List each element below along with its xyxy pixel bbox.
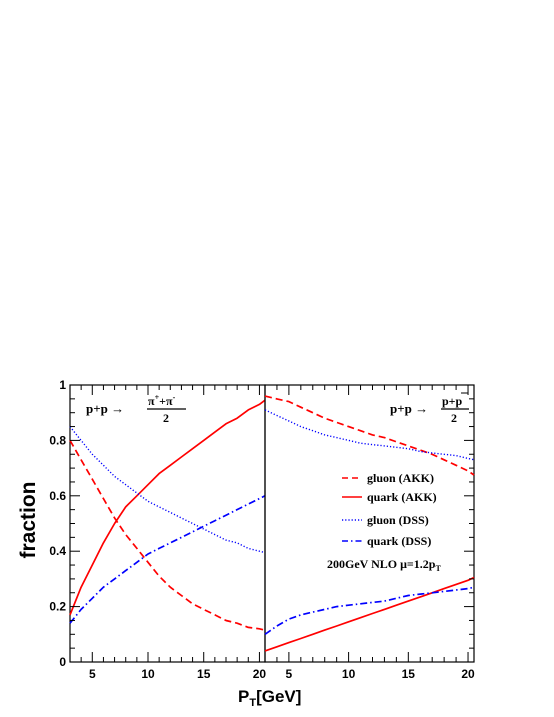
y-tick-label: 0.6 (49, 489, 66, 503)
legend-entry-quark-dss: quark (DSS) (342, 534, 431, 548)
x-tick-label-left: 15 (197, 667, 211, 681)
x-tick-label-right: 15 (402, 667, 416, 681)
left-process-prefix: p+p → (86, 401, 124, 416)
y-tick-label: 0 (59, 655, 66, 669)
series-line-right-quark_dss (264, 586, 475, 635)
legend-label-gluon-dss: gluon (DSS) (367, 513, 429, 527)
y-tick-label: 1 (59, 378, 66, 392)
y-axis-label: fraction (17, 481, 40, 558)
x-axis-label-main: P (238, 687, 249, 706)
series-line-left-quark_akk (69, 399, 266, 616)
annotation-sub: T (435, 564, 441, 573)
series-line-left-quark_dss (69, 495, 266, 624)
plot-frame-left (69, 384, 266, 663)
x-axis-label: PT[GeV] (238, 687, 301, 709)
y-tick-label: 0.2 (49, 600, 66, 614)
left-num-sup1: + (155, 393, 160, 402)
panel-left: 5 10 15 20 (69, 384, 267, 681)
panel-right: 5 10 15 20 (264, 384, 475, 681)
x-tick-label-left: 20 (253, 667, 267, 681)
left-num-pi: π (148, 394, 155, 408)
legend-entry-gluon-dss: gluon (DSS) (342, 513, 429, 527)
x-tick-label-right: 20 (461, 667, 475, 681)
left-num-sup2: - (173, 393, 176, 402)
legend-label-quark-dss: quark (DSS) (367, 534, 431, 548)
y-tick-label: 0.4 (49, 544, 66, 558)
x-tick-label-left: 10 (141, 667, 155, 681)
x-axis-label-unit: [GeV] (256, 687, 301, 706)
x-tick-label-left: 5 (89, 667, 96, 681)
series-line-right-quark_akk (264, 576, 475, 652)
right-process-label: p+p → p+p 2 (390, 392, 469, 425)
right-process-numerator: p+p (442, 394, 463, 408)
y-axis-ticks: 0 0.2 0.4 0.6 0.8 1 (49, 378, 474, 669)
left-process-numerator: π++π- (148, 393, 176, 408)
x-axis-label-sub: T (249, 697, 256, 709)
y-tick-label: 0.8 (49, 433, 66, 447)
x-tick-label-right: 10 (342, 667, 356, 681)
series-line-left-gluon_akk (69, 439, 266, 631)
legend: gluon (AKK) quark (AKK) gluon (DSS) quar… (342, 471, 437, 548)
series-line-left-gluon_dss (69, 426, 266, 554)
right-process-prefix: p+p → (390, 401, 428, 416)
legend-label-gluon-akk: gluon (AKK) (367, 471, 434, 485)
legend-entry-gluon-akk: gluon (AKK) (342, 471, 434, 485)
annotation-main: 200GeV NLO μ=1.2p (327, 557, 436, 571)
left-num-mid: +π (159, 394, 173, 408)
left-process-label: p+p → π++π- 2 (86, 393, 186, 425)
series-line-right-gluon_dss (264, 409, 475, 461)
right-process-denominator: 2 (451, 411, 457, 425)
x-tick-label-right: 5 (286, 667, 293, 681)
legend-label-quark-akk: quark (AKK) (367, 490, 437, 504)
left-process-denominator: 2 (163, 411, 169, 425)
legend-entry-quark-akk: quark (AKK) (342, 490, 437, 504)
annotation-energy-scale: 200GeV NLO μ=1.2pT (327, 557, 441, 573)
series-line-right-gluon_akk (264, 395, 475, 476)
